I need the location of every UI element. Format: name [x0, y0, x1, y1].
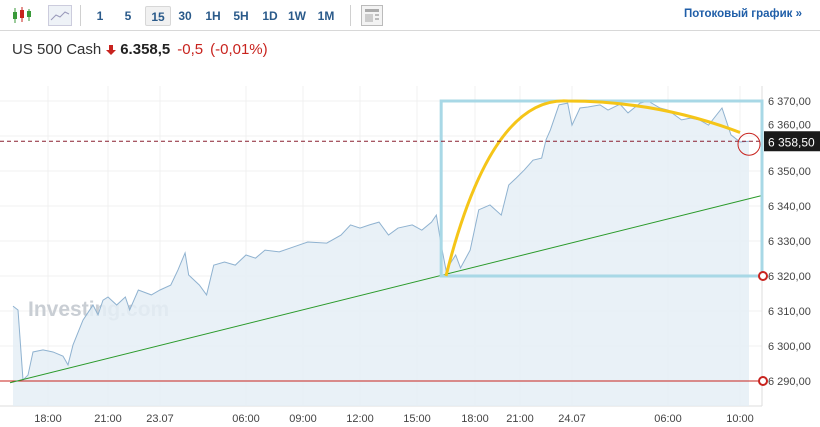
timeframe-5[interactable]: 5	[124, 9, 132, 23]
price-change: -0,5	[177, 41, 204, 58]
toolbar-divider	[350, 5, 351, 26]
x-tick-label: 18:00	[34, 413, 62, 425]
y-tick-label: 6 360,00	[768, 119, 811, 131]
y-tick-label: 6 310,00	[768, 306, 811, 318]
arrow-down-icon	[106, 44, 117, 55]
timeframe-5H[interactable]: 5H	[233, 9, 249, 23]
chart-toolbar: 1 5 15 30 1H 5H 1D 1W 1M Потоковый график »	[0, 0, 820, 31]
x-tick-label: 18:00	[461, 413, 489, 425]
level-handle	[758, 376, 768, 386]
y-tick-label: 6 290,00	[768, 376, 811, 388]
streaming-chart-link[interactable]: Потоковый график »	[684, 8, 802, 20]
layout-icon[interactable]	[361, 5, 383, 26]
y-tick-label: 6 370,00	[768, 96, 811, 108]
y-tick-label: 6 300,00	[768, 341, 811, 353]
timeframe-15[interactable]: 15	[145, 6, 171, 26]
timeframe-1[interactable]: 1	[96, 9, 104, 23]
toolbar-divider	[80, 5, 81, 26]
last-price-marker	[737, 132, 761, 156]
area-chart-icon[interactable]	[48, 5, 72, 26]
x-tick-label: 23.07	[146, 413, 174, 425]
x-tick-label: 24.07	[558, 413, 586, 425]
x-tick-label: 09:00	[289, 413, 317, 425]
trend-line	[9, 195, 763, 384]
timeframe-30[interactable]: 30	[178, 9, 192, 23]
x-tick-label: 06:00	[232, 413, 260, 425]
timeframe-1W[interactable]: 1W	[288, 9, 306, 23]
curve-annotation	[444, 99, 741, 277]
instrument-name: US 500 Cash	[12, 41, 102, 58]
rectangle-handle	[758, 271, 768, 281]
x-tick-label: 12:00	[346, 413, 374, 425]
last-price: 6.358,5	[120, 41, 171, 58]
timeframe-1D[interactable]: 1D	[262, 9, 278, 23]
y-tick-label: 6 330,00	[768, 236, 811, 248]
y-tick-label: 6 320,00	[768, 271, 811, 283]
x-tick-label: 15:00	[403, 413, 431, 425]
x-tick-label: 06:00	[654, 413, 682, 425]
timeframe-1M[interactable]: 1M	[317, 9, 335, 23]
price-line	[12, 100, 750, 382]
y-tick-label: 6 340,00	[768, 201, 811, 213]
x-tick-label: 10:00	[726, 413, 754, 425]
x-tick-label: 21:00	[94, 413, 122, 425]
instrument-header: US 500 Cash 6.358,5 -0,5 (-0,01%)	[12, 41, 268, 58]
timeframe-1H[interactable]: 1H	[205, 9, 221, 23]
last-price-badge	[764, 131, 820, 152]
price-change-percent: (-0,01%)	[210, 41, 268, 58]
last-price-label: 6 358,50	[768, 135, 815, 149]
y-tick-label: 6 350,00	[768, 166, 811, 178]
x-tick-label: 21:00	[506, 413, 534, 425]
price-area	[13, 101, 749, 406]
candlestick-chart-icon[interactable]	[10, 5, 34, 26]
